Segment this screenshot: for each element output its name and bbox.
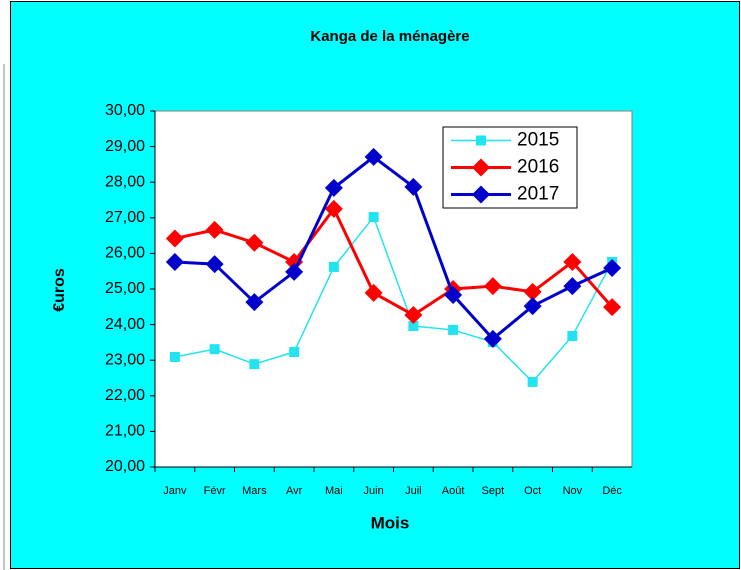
data-point: [205, 255, 224, 274]
data-point: [603, 298, 622, 317]
data-point: [324, 199, 343, 218]
data-point: [209, 344, 220, 355]
x-tick-label: Sept: [482, 485, 505, 497]
data-point: [483, 329, 502, 348]
x-tick-label: Mai: [325, 485, 343, 497]
x-tick-label: Août: [442, 485, 465, 497]
y-tick-label: 25,00: [105, 280, 145, 297]
y-tick-label: 28,00: [105, 173, 145, 190]
x-tick-label: Juil: [405, 485, 422, 497]
y-tick-label: 21,00: [105, 423, 145, 440]
series-line: [174, 155, 613, 341]
series-line: [174, 215, 613, 384]
legend-label: 2017: [517, 184, 559, 205]
data-point: [285, 262, 304, 281]
x-tick-label: Avr: [286, 485, 303, 497]
data-point: [368, 212, 379, 223]
data-point: [563, 277, 582, 296]
y-tick-label: 20,00: [105, 458, 145, 475]
x-axis-label: Mois: [371, 513, 410, 532]
data-point: [444, 286, 463, 305]
data-point: [165, 229, 184, 248]
data-point: [289, 347, 300, 358]
data-point: [364, 283, 383, 302]
data-point: [285, 252, 304, 271]
data-point: [448, 324, 459, 335]
y-axis-label: €uros: [51, 268, 68, 312]
y-tick-label: 30,00: [105, 102, 145, 119]
data-point: [364, 147, 383, 166]
x-tick-label: Janv: [163, 485, 187, 497]
y-tick-label: 24,00: [105, 316, 145, 333]
data-point: [523, 282, 542, 301]
data-point: [483, 277, 502, 296]
y-tick-label: 23,00: [105, 351, 145, 368]
x-tick-label: Févr: [204, 485, 226, 497]
data-point: [603, 258, 622, 277]
data-point: [169, 351, 180, 362]
data-point: [165, 252, 184, 271]
data-point: [527, 376, 538, 387]
data-point: [404, 177, 423, 196]
data-point: [245, 233, 264, 252]
data-point: [408, 321, 419, 332]
legend-label: 2016: [517, 157, 559, 178]
legend-marker: [472, 185, 490, 204]
x-tick-label: Déc: [602, 485, 622, 497]
data-point: [567, 330, 578, 341]
y-tick-label: 26,00: [105, 245, 145, 262]
data-point: [404, 305, 423, 324]
y-tick-label: 29,00: [105, 138, 145, 155]
x-tick-label: Nov: [563, 485, 583, 497]
x-tick-label: Juin: [364, 485, 384, 497]
data-point: [523, 297, 542, 316]
x-tick-label: Oct: [524, 485, 541, 497]
legend-marker: [476, 135, 486, 146]
data-point: [249, 359, 260, 370]
data-point: [563, 252, 582, 271]
data-point: [245, 293, 264, 312]
legend-label: 2015: [517, 130, 559, 151]
x-tick-label: Mars: [242, 485, 267, 497]
data-point: [328, 261, 339, 272]
y-tick-label: 22,00: [105, 387, 145, 404]
y-tick-label: 27,00: [105, 209, 145, 226]
legend-marker: [472, 158, 490, 177]
data-point: [205, 220, 224, 239]
data-point: [324, 178, 343, 197]
chart-title: Kanga de la ménagère: [310, 28, 469, 45]
